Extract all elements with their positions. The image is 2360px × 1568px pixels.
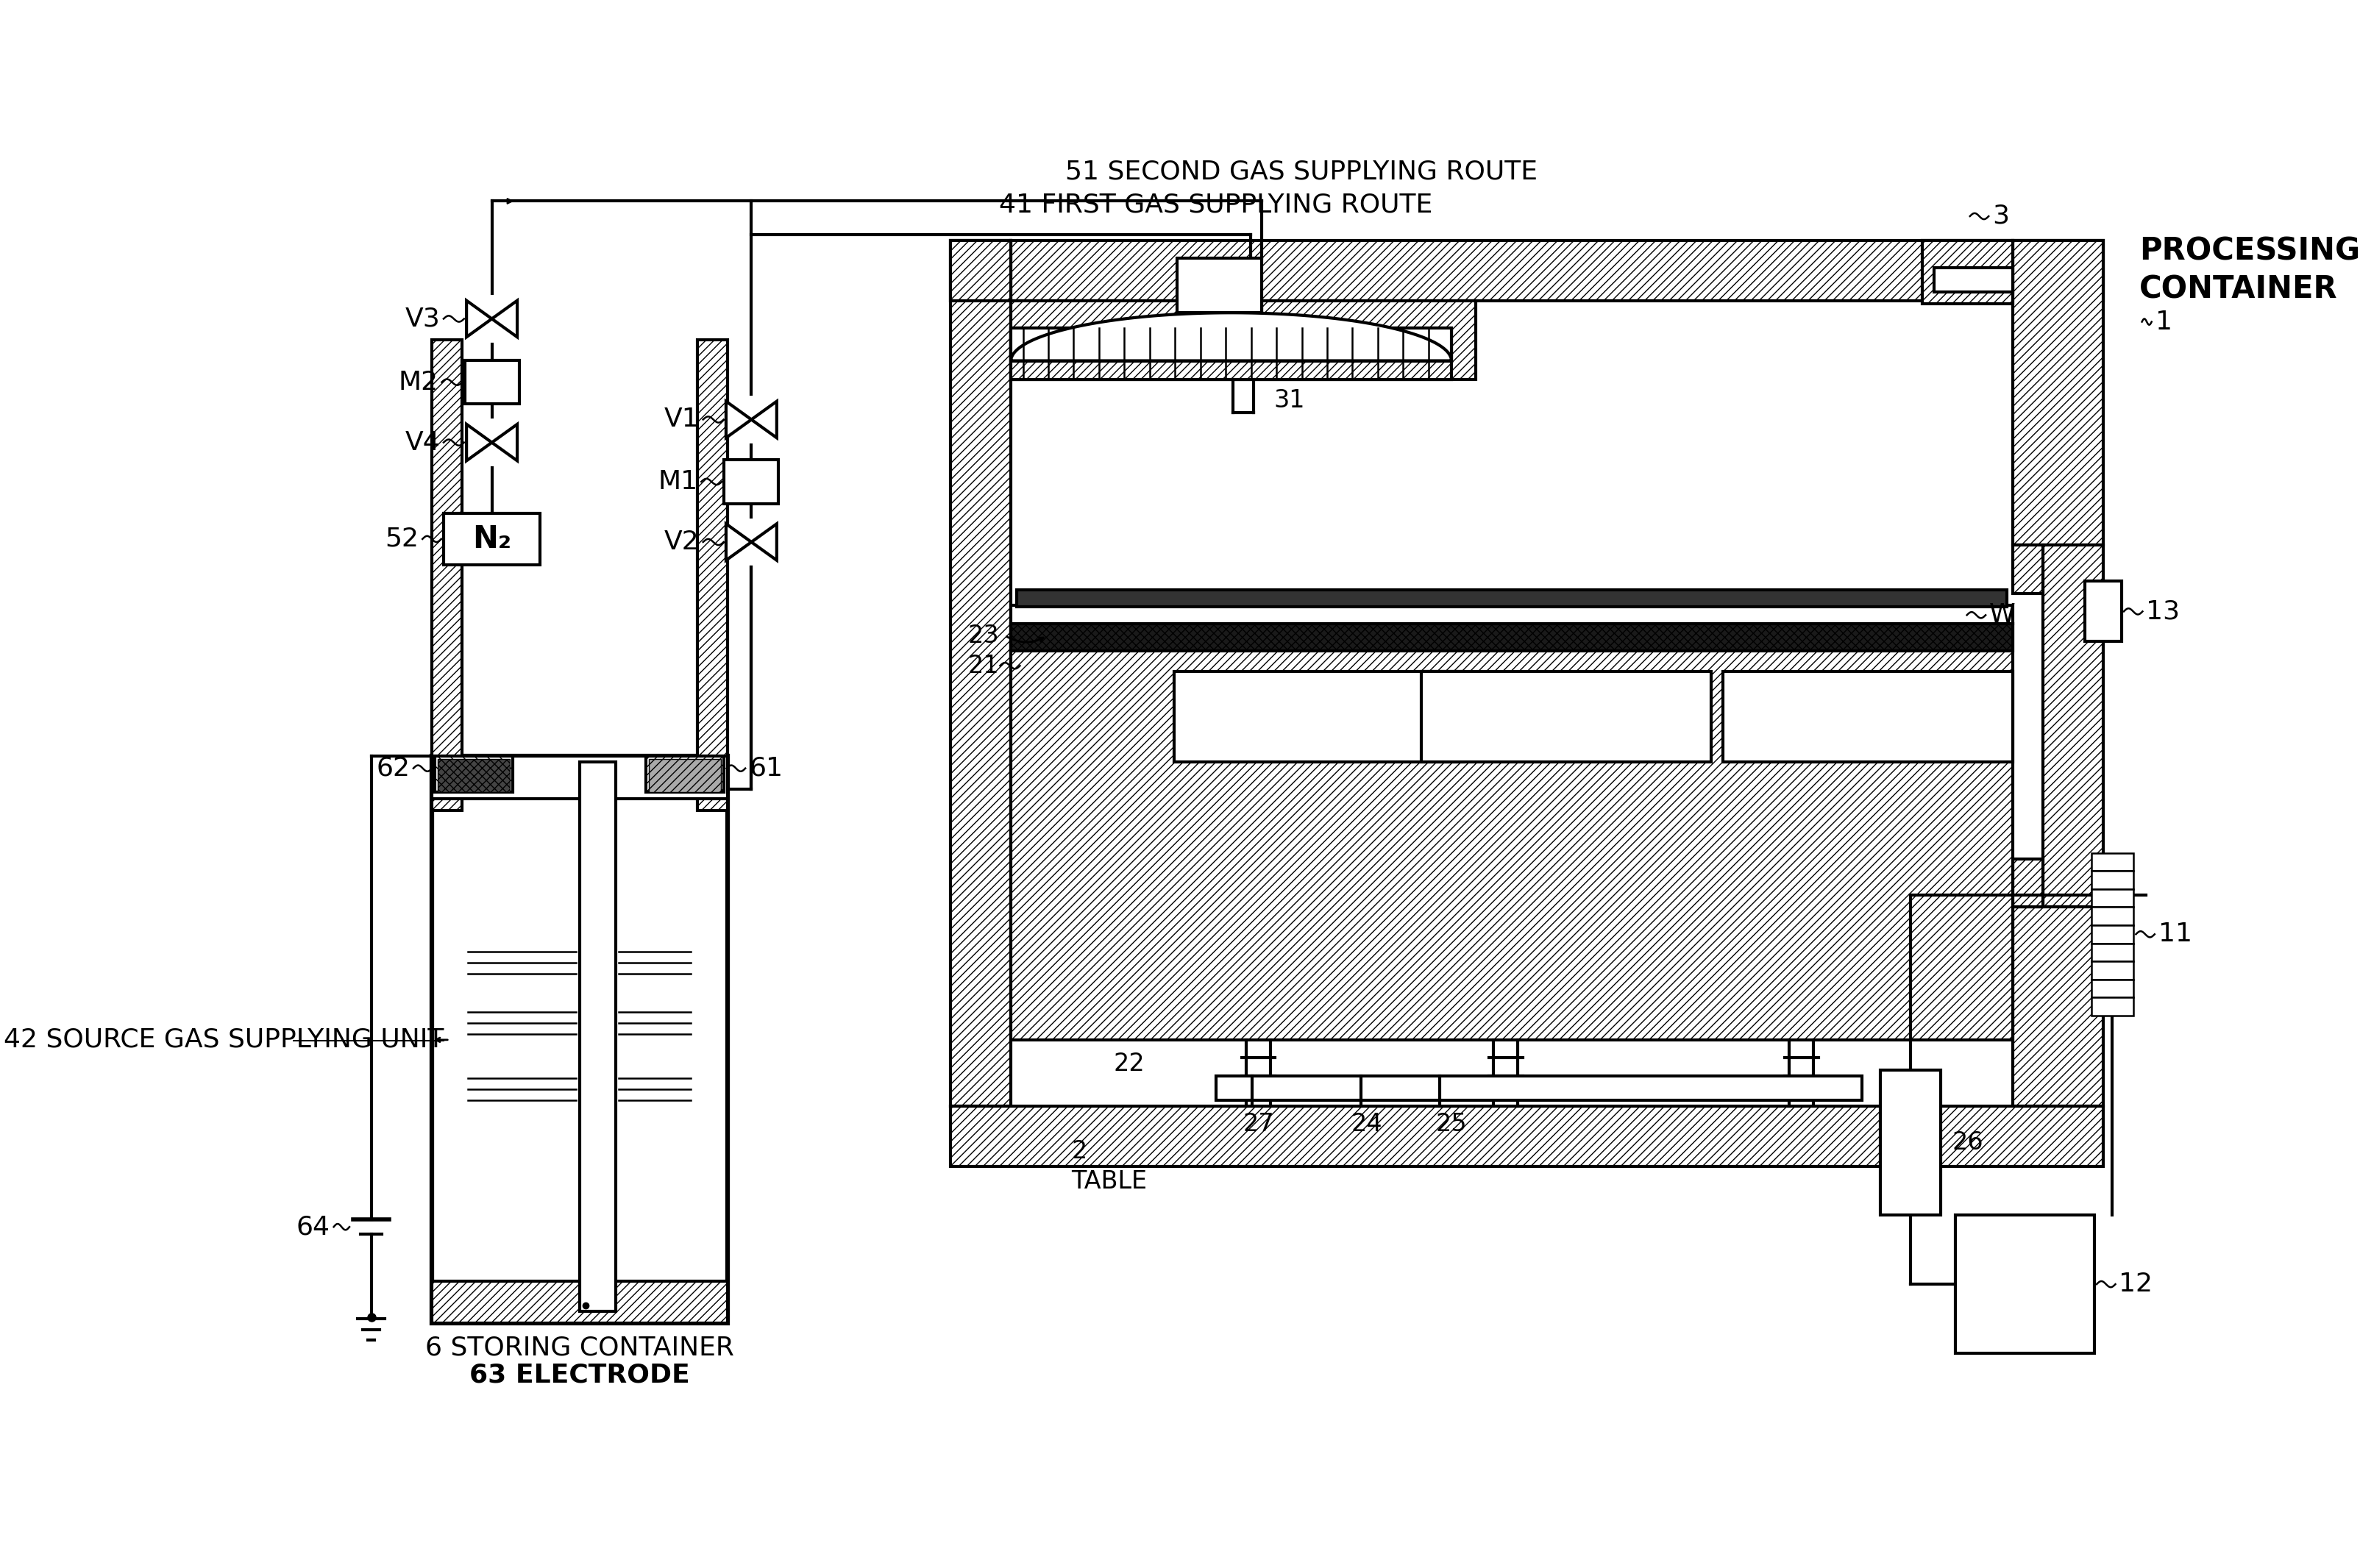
Bar [432,756,727,1323]
Bar [1723,671,2013,762]
Polygon shape [750,524,776,560]
Text: 22: 22 [1114,1052,1145,1076]
Bar [1956,1215,2093,1353]
Bar [647,756,725,792]
Polygon shape [467,301,491,337]
Bar [951,240,1010,1105]
Bar [1421,671,1711,762]
Bar [465,361,519,405]
Bar [432,1281,727,1323]
Polygon shape [727,401,750,437]
Text: 21: 21 [968,654,998,677]
Text: 62: 62 [375,756,411,781]
Polygon shape [750,401,776,437]
Bar [1010,328,1451,361]
Text: V3: V3 [406,306,439,331]
Text: 25: 25 [1435,1112,1468,1137]
Bar [1178,259,1260,312]
Bar [1935,268,2013,292]
Bar [1010,624,2013,1040]
Polygon shape [727,524,750,560]
Text: V1: V1 [666,408,699,433]
Bar [1010,328,1451,379]
Bar [1173,671,1463,762]
Bar [437,759,510,792]
Text: 31: 31 [1274,389,1305,412]
Bar [2091,997,2133,1016]
Bar [2091,870,2133,889]
Bar [1923,240,2013,304]
Bar [1010,301,1475,379]
Bar [1010,624,2013,651]
Bar [2091,980,2133,997]
Bar [649,759,722,792]
Bar [1881,1069,1940,1215]
Text: 63 ELECTRODE: 63 ELECTRODE [470,1363,689,1388]
Text: 1: 1 [2155,309,2171,334]
Text: 6 STORING CONTAINER: 6 STORING CONTAINER [425,1336,734,1361]
Polygon shape [1010,312,1451,361]
Bar [2091,853,2133,870]
Bar [1215,1076,1862,1101]
Text: 27: 27 [1244,1112,1274,1137]
Text: 13: 13 [2145,599,2181,624]
Bar [2044,546,2103,908]
Text: M1: M1 [658,469,699,494]
Text: 64: 64 [297,1214,330,1239]
Text: N₂: N₂ [472,524,512,555]
Bar [725,459,779,503]
Bar [434,756,512,792]
Bar [432,340,463,811]
Bar [696,340,727,811]
Text: 12: 12 [2119,1272,2152,1297]
Bar [951,240,1010,301]
Bar [432,756,727,798]
Bar [2013,908,2103,1105]
Text: 52: 52 [385,527,418,552]
Bar [444,513,540,564]
Bar [1010,240,2103,301]
Bar [2013,546,2044,593]
Text: 41 FIRST GAS SUPPLYING ROUTE: 41 FIRST GAS SUPPLYING ROUTE [998,193,1433,218]
Text: M2: M2 [399,370,439,395]
Polygon shape [467,425,491,461]
Bar [2091,925,2133,944]
Bar [1010,605,2013,624]
Text: 24: 24 [1352,1112,1383,1137]
Text: V2: V2 [666,530,699,555]
Bar [951,1105,2103,1167]
Polygon shape [491,301,517,337]
Text: 42 SOURCE GAS SUPPLYING UNIT: 42 SOURCE GAS SUPPLYING UNIT [2,1027,444,1052]
Text: W: W [1989,602,2015,627]
Text: 51 SECOND GAS SUPPLYING ROUTE: 51 SECOND GAS SUPPLYING ROUTE [1064,160,1536,185]
Bar [2086,582,2122,641]
Bar [2013,240,2103,546]
Bar [2091,908,2133,925]
Bar [578,762,616,1311]
Bar [2091,944,2133,961]
Bar [2091,889,2133,908]
Text: 61: 61 [748,756,784,781]
Text: 23: 23 [968,624,998,648]
Bar [2091,961,2133,980]
Text: PROCESSING
CONTAINER: PROCESSING CONTAINER [2141,237,2360,306]
Text: V4: V4 [406,430,439,455]
Polygon shape [491,425,517,461]
Text: 2
TABLE: 2 TABLE [1071,1140,1147,1193]
Text: 26: 26 [1952,1131,1985,1154]
Text: 11: 11 [2159,922,2192,947]
Bar [2013,859,2044,908]
Bar [1017,590,2006,607]
Text: 3: 3 [1992,204,2008,229]
